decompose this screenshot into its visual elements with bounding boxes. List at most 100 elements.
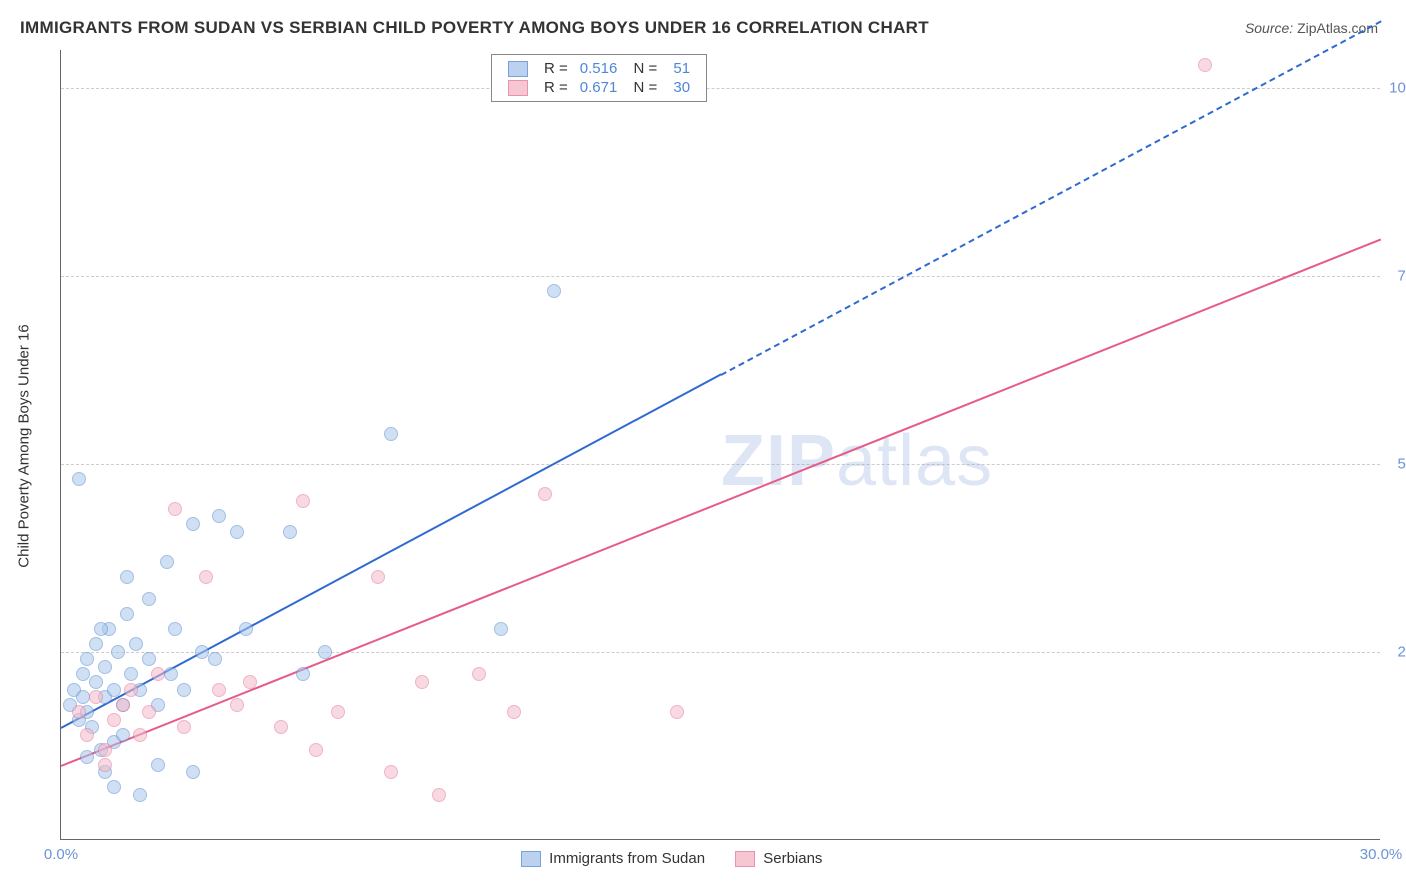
scatter-point xyxy=(116,698,130,712)
scatter-point xyxy=(274,720,288,734)
legend-n-label: N = xyxy=(623,78,663,97)
chart-title: IMMIGRANTS FROM SUDAN VS SERBIAN CHILD P… xyxy=(20,18,929,38)
legend-r-value: 0.671 xyxy=(574,78,624,97)
legend-r-value: 0.516 xyxy=(574,59,624,78)
scatter-point xyxy=(133,728,147,742)
scatter-point xyxy=(384,427,398,441)
watermark: ZIPatlas xyxy=(721,420,993,502)
scatter-point xyxy=(186,765,200,779)
scatter-point xyxy=(120,570,134,584)
series-legend-item: Serbians xyxy=(735,850,822,867)
series-name: Immigrants from Sudan xyxy=(549,850,705,867)
legend-r-label: R = xyxy=(538,59,574,78)
scatter-point xyxy=(199,570,213,584)
scatter-point xyxy=(89,690,103,704)
legend-swatch xyxy=(521,851,541,867)
x-tick-label: 0.0% xyxy=(44,846,78,863)
scatter-point xyxy=(164,667,178,681)
y-tick-label: 50.0% xyxy=(1385,455,1406,472)
scatter-point xyxy=(124,683,138,697)
scatter-point xyxy=(94,622,108,636)
scatter-point xyxy=(212,509,226,523)
scatter-point xyxy=(186,517,200,531)
scatter-point xyxy=(494,622,508,636)
scatter-point xyxy=(283,525,297,539)
series-name: Serbians xyxy=(763,850,822,867)
legend-swatch xyxy=(508,80,528,96)
scatter-point xyxy=(212,683,226,697)
scatter-point xyxy=(371,570,385,584)
scatter-point xyxy=(296,667,310,681)
scatter-point xyxy=(142,705,156,719)
scatter-point xyxy=(230,698,244,712)
scatter-point xyxy=(89,675,103,689)
scatter-point xyxy=(111,645,125,659)
scatter-point xyxy=(538,487,552,501)
scatter-point xyxy=(98,758,112,772)
scatter-point xyxy=(116,728,130,742)
legend-n-value: 51 xyxy=(663,59,696,78)
scatter-point xyxy=(142,592,156,606)
scatter-point xyxy=(309,743,323,757)
scatter-point xyxy=(331,705,345,719)
scatter-point xyxy=(177,720,191,734)
gridline xyxy=(61,88,1380,89)
x-tick-label: 30.0% xyxy=(1360,846,1403,863)
scatter-point xyxy=(107,683,121,697)
y-tick-label: 100.0% xyxy=(1385,79,1406,96)
plot-area: ZIPatlas R =0.516 N = 51R =0.671 N = 30 … xyxy=(60,50,1380,840)
scatter-point xyxy=(107,713,121,727)
series-legend-item: Immigrants from Sudan xyxy=(521,850,705,867)
scatter-point xyxy=(243,675,257,689)
scatter-point xyxy=(72,472,86,486)
legend-row: R =0.671 N = 30 xyxy=(502,78,696,97)
scatter-point xyxy=(208,652,222,666)
scatter-point xyxy=(151,667,165,681)
scatter-point xyxy=(98,743,112,757)
scatter-point xyxy=(472,667,486,681)
legend-n-label: N = xyxy=(623,59,663,78)
legend-swatch xyxy=(508,61,528,77)
scatter-point xyxy=(129,637,143,651)
scatter-point xyxy=(89,637,103,651)
series-legend: Immigrants from Sudan Serbians xyxy=(521,850,852,867)
scatter-point xyxy=(384,765,398,779)
scatter-point xyxy=(507,705,521,719)
scatter-point xyxy=(296,494,310,508)
legend-r-label: R = xyxy=(538,78,574,97)
trend-line xyxy=(61,238,1382,767)
scatter-point xyxy=(80,652,94,666)
gridline xyxy=(61,652,1380,653)
scatter-point xyxy=(142,652,156,666)
scatter-point xyxy=(107,780,121,794)
scatter-point xyxy=(168,622,182,636)
scatter-point xyxy=(415,675,429,689)
scatter-point xyxy=(168,502,182,516)
scatter-point xyxy=(670,705,684,719)
scatter-point xyxy=(76,667,90,681)
correlation-legend: R =0.516 N = 51R =0.671 N = 30 xyxy=(491,54,707,102)
source-label: Source: xyxy=(1245,20,1293,36)
scatter-point xyxy=(98,660,112,674)
legend-swatch xyxy=(735,851,755,867)
scatter-point xyxy=(76,690,90,704)
scatter-point xyxy=(230,525,244,539)
scatter-point xyxy=(80,728,94,742)
watermark-bold: ZIP xyxy=(721,421,836,501)
scatter-point xyxy=(72,705,86,719)
scatter-point xyxy=(120,607,134,621)
legend-n-value: 30 xyxy=(663,78,696,97)
y-tick-label: 75.0% xyxy=(1385,267,1406,284)
scatter-point xyxy=(151,758,165,772)
scatter-point xyxy=(547,284,561,298)
scatter-point xyxy=(1198,58,1212,72)
scatter-point xyxy=(80,750,94,764)
scatter-point xyxy=(133,788,147,802)
y-axis-label: Child Poverty Among Boys Under 16 xyxy=(16,324,33,567)
scatter-point xyxy=(160,555,174,569)
scatter-point xyxy=(318,645,332,659)
scatter-point xyxy=(124,667,138,681)
gridline xyxy=(61,464,1380,465)
scatter-point xyxy=(239,622,253,636)
legend-row: R =0.516 N = 51 xyxy=(502,59,696,78)
